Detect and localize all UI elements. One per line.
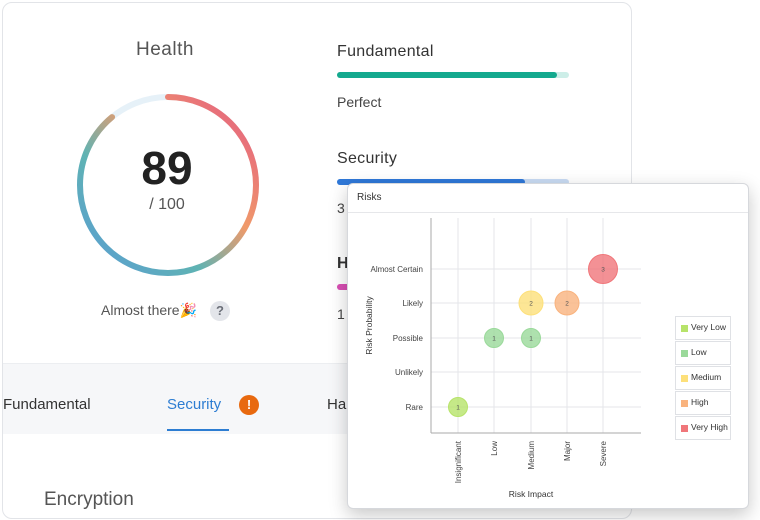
risks-panel: Risks Rare Unlikely Possible Likely Almost C… (347, 183, 749, 509)
risk-bubble-5 (588, 254, 618, 284)
metric-label-fundamental: Fundamental (337, 43, 434, 60)
metric-status-fundamental: Perfect (337, 94, 382, 110)
risks-title: Risks (357, 192, 382, 203)
legend-label: Low (691, 347, 707, 357)
legend-swatch (681, 400, 688, 407)
x-tick-label: Severe (599, 440, 608, 466)
metric-label-security: Security (337, 150, 398, 167)
health-score: 89 (141, 142, 193, 194)
legend-item[interactable]: Low (675, 341, 731, 365)
health-score-ring (77, 94, 259, 276)
warning-icon: ! (239, 395, 259, 415)
x-tick-label: Insignificant (454, 440, 463, 483)
ring-progress (77, 94, 259, 276)
risk-bubble-4 (554, 290, 580, 316)
legend-label: Very Low (691, 322, 726, 332)
y-tick-label: Possible (393, 334, 424, 343)
legend-swatch (681, 375, 688, 382)
legend-item[interactable]: Very Low (675, 316, 731, 340)
health-score-max: / 100 (149, 196, 185, 213)
legend-swatch (681, 325, 688, 332)
tab-fundamental[interactable]: Fundamental (3, 396, 91, 413)
risk-bubble-2 (521, 328, 541, 348)
metric-bar-fill-fundamental (337, 72, 558, 78)
y-tick-label: Almost Certain (371, 265, 423, 274)
x-axis-title: Risk Impact (509, 489, 554, 499)
risk-legend: Very Low Low Medium High Very High (675, 316, 731, 441)
legend-label: Very High (691, 422, 728, 432)
metric-bar-fundamental (337, 72, 569, 78)
health-status: Almost there🎉 (101, 302, 197, 319)
y-tick-label: Rare (406, 403, 424, 412)
metric-bar-security (337, 179, 569, 185)
risk-bubble-1 (484, 328, 504, 348)
legend-item[interactable]: High (675, 391, 731, 415)
metric-bar-fill-security (337, 179, 525, 185)
risk-bubble-3 (518, 290, 544, 316)
risk-bubble-label-5: 3 (601, 267, 605, 274)
x-tick-label: Low (490, 441, 499, 456)
legend-swatch (681, 425, 688, 432)
health-status-text: Almost there (101, 302, 180, 318)
section-title: Encryption (44, 489, 134, 510)
risk-bubble-label-2: 1 (529, 336, 533, 343)
y-axis-title: Risk Probability (364, 295, 374, 354)
metric-bar-fill-third (337, 284, 351, 290)
legend-label: Medium (691, 372, 722, 382)
active-tab-indicator (167, 429, 229, 431)
tab-third[interactable]: Ha (327, 396, 347, 413)
risk-bubble-0 (448, 397, 468, 417)
risk-bubble-label-0: 1 (456, 405, 460, 412)
risks-header: Risks (348, 184, 748, 213)
risk-bubble-label-1: 1 (492, 336, 496, 343)
x-tick-label: Major (563, 441, 572, 461)
risk-bubble-label-4: 2 (565, 301, 569, 308)
party-popper-icon: 🎉 (179, 302, 198, 318)
y-tick-label: Unlikely (395, 368, 423, 377)
legend-label: High (691, 397, 709, 407)
y-tick-label: Likely (403, 299, 423, 308)
legend-item[interactable]: Medium (675, 366, 731, 390)
legend-item[interactable]: Very High (675, 416, 731, 440)
tab-security[interactable]: Security (167, 396, 222, 413)
help-button[interactable]: ? (210, 301, 230, 321)
health-title: Health (136, 39, 194, 60)
legend-swatch (681, 350, 688, 357)
risk-matrix-chart: Rare Unlikely Possible Likely Almost Certain… (364, 218, 641, 499)
x-tick-label: Medium (527, 441, 536, 470)
risk-bubble-label-3: 2 (529, 301, 533, 308)
